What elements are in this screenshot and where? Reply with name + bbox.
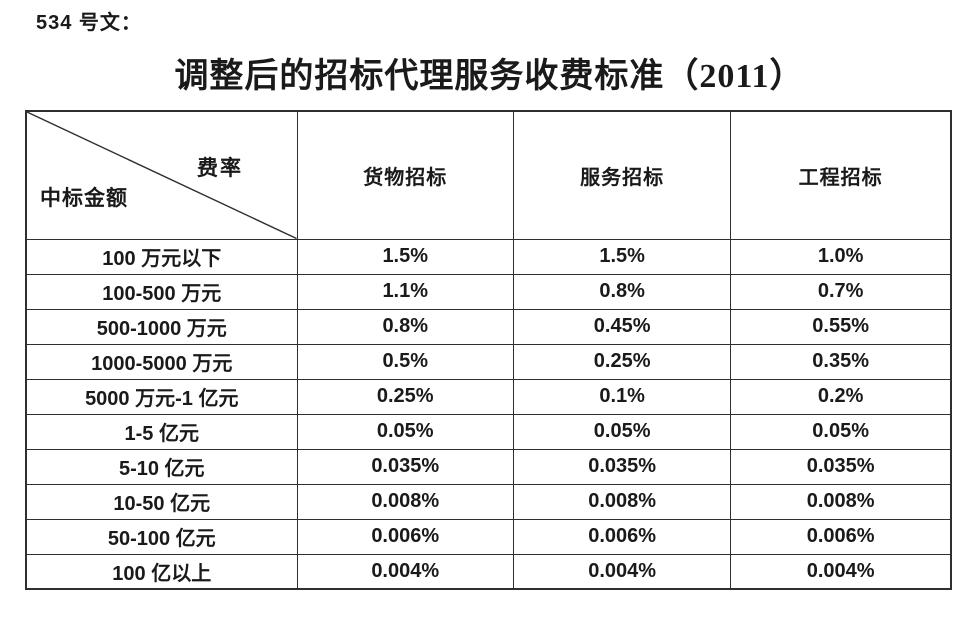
rate-cell: 0.004%: [296, 553, 514, 590]
rate-cell: 0.25%: [512, 343, 732, 380]
column-header-service-bidding: 服务招标: [512, 110, 732, 240]
doc-number-label: 534 号文：: [36, 12, 142, 34]
amount-range-cell: 1000-5000 万元: [25, 343, 298, 380]
rate-cell: 0.006%: [296, 518, 514, 555]
diagonal-divider-line: [27, 112, 297, 239]
table-row: 100 万元以下 1.5% 1.5% 1.0%: [25, 238, 952, 275]
rate-cell: 1.5%: [296, 238, 514, 275]
amount-range-cell: 10-50 亿元: [25, 483, 298, 520]
rate-cell: 0.7%: [730, 273, 952, 310]
table-row: 1-5 亿元 0.05% 0.05% 0.05%: [25, 413, 952, 450]
table-row: 1000-5000 万元 0.5% 0.25% 0.35%: [25, 343, 952, 380]
amount-range-cell: 500-1000 万元: [25, 308, 298, 345]
table-row: 100-500 万元 1.1% 0.8% 0.7%: [25, 273, 952, 310]
table-row: 100 亿以上 0.004% 0.004% 0.004%: [25, 553, 952, 590]
rate-cell: 0.006%: [512, 518, 732, 555]
rate-cell: 0.2%: [730, 378, 952, 415]
rate-cell: 0.45%: [512, 308, 732, 345]
rate-cell: 1.5%: [512, 238, 732, 275]
rate-cell: 0.8%: [512, 273, 732, 310]
rate-cell: 0.035%: [296, 448, 514, 485]
column-header-goods-bidding: 货物招标: [296, 110, 514, 240]
table-row: 50-100 亿元 0.006% 0.006% 0.006%: [25, 518, 952, 555]
amount-range-cell: 5000 万元-1 亿元: [25, 378, 298, 415]
rate-cell: 0.004%: [512, 553, 732, 590]
rate-cell: 0.006%: [730, 518, 952, 555]
header-row: 费率 中标金额 货物招标 服务招标 工程招标: [25, 110, 952, 240]
amount-range-cell: 100-500 万元: [25, 273, 298, 310]
rate-cell: 1.1%: [296, 273, 514, 310]
amount-range-cell: 50-100 亿元: [25, 518, 298, 555]
amount-range-cell: 100 万元以下: [25, 238, 298, 275]
table-row: 5000 万元-1 亿元 0.25% 0.1% 0.2%: [25, 378, 952, 415]
table-row: 10-50 亿元 0.008% 0.008% 0.008%: [25, 483, 952, 520]
amount-range-cell: 100 亿以上: [25, 553, 298, 590]
table-row: 5-10 亿元 0.035% 0.035% 0.035%: [25, 448, 952, 485]
column-header-engineering-bidding: 工程招标: [730, 110, 952, 240]
amount-range-cell: 5-10 亿元: [25, 448, 298, 485]
rate-cell: 0.008%: [296, 483, 514, 520]
rate-cell: 0.5%: [296, 343, 514, 380]
rate-cell: 0.8%: [296, 308, 514, 345]
rate-cell: 0.55%: [730, 308, 952, 345]
rate-cell: 0.008%: [730, 483, 952, 520]
rate-cell: 0.008%: [512, 483, 732, 520]
rate-cell: 0.035%: [512, 448, 732, 485]
rate-cell: 0.05%: [730, 413, 952, 450]
rate-cell: 0.35%: [730, 343, 952, 380]
page-title: 调整后的招标代理服务收费标准（2011）: [174, 58, 805, 95]
fee-table: 费率 中标金额 货物招标 服务招标 工程招标 100 万元以下 1.5% 1.5…: [25, 110, 952, 590]
table-row: 500-1000 万元 0.8% 0.45% 0.55%: [25, 308, 952, 345]
rate-cell: 0.004%: [730, 553, 952, 590]
rate-cell: 1.0%: [730, 238, 952, 275]
amount-range-cell: 1-5 亿元: [25, 413, 298, 450]
corner-label-amount: 中标金额: [40, 187, 128, 210]
corner-header-cell: 费率 中标金额: [25, 110, 298, 240]
rate-cell: 0.035%: [730, 448, 952, 485]
rate-cell: 0.1%: [512, 378, 732, 415]
rate-cell: 0.25%: [296, 378, 514, 415]
rate-cell: 0.05%: [512, 413, 732, 450]
corner-label-rate: 费率: [197, 157, 243, 180]
rate-cell: 0.05%: [296, 413, 514, 450]
